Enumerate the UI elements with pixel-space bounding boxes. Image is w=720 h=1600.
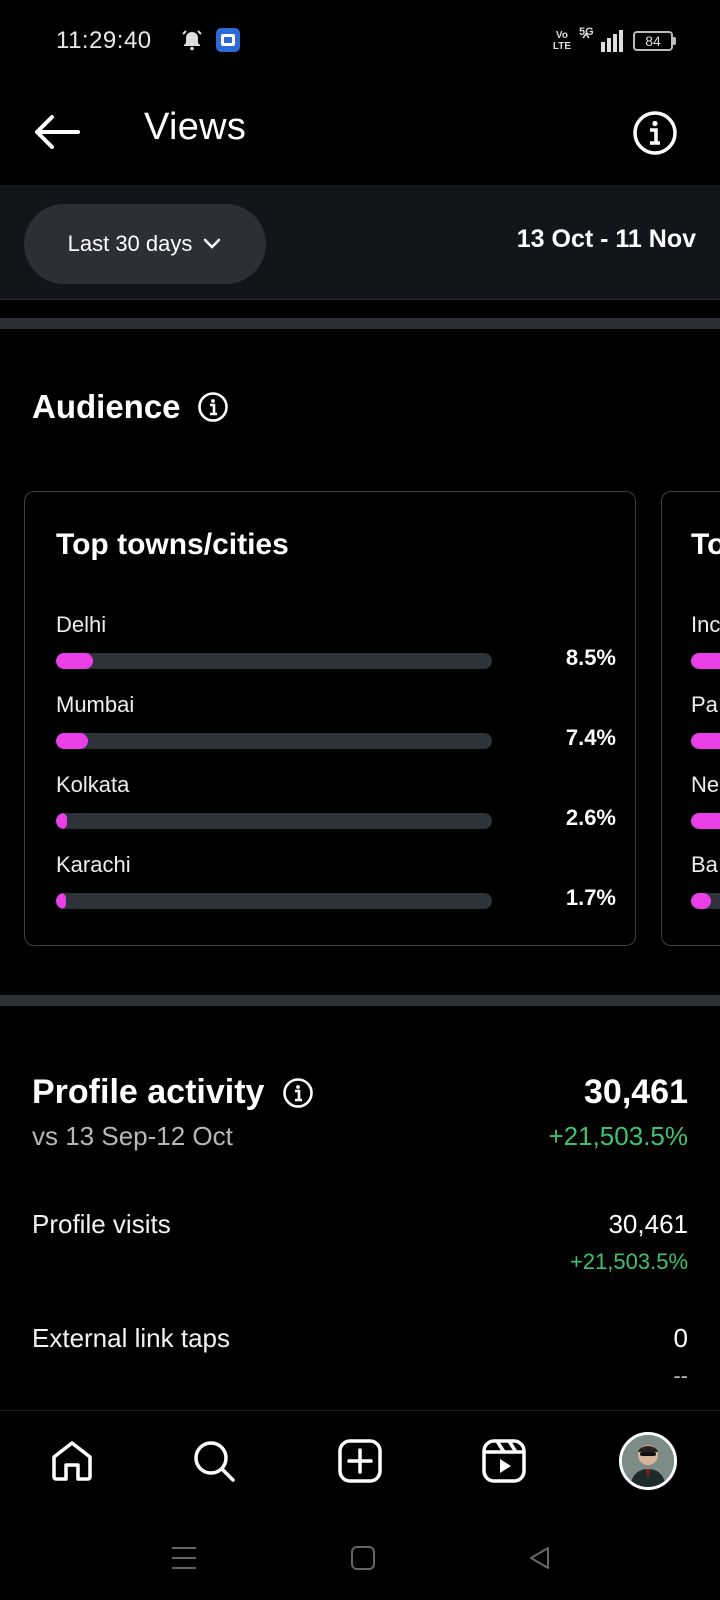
status-bar: 11:29:40 Vo LTE 5G bbox=[0, 0, 720, 80]
arrow-left-icon bbox=[35, 115, 80, 149]
country-name: Pa bbox=[691, 692, 718, 717]
country-bar-track bbox=[691, 653, 720, 669]
signal-icon: 5G bbox=[579, 26, 625, 54]
triangle-back-icon bbox=[530, 1547, 549, 1569]
section-divider bbox=[0, 318, 720, 329]
nav-search[interactable] bbox=[182, 1429, 246, 1493]
metric-value-external-link-taps: 0 bbox=[673, 1323, 688, 1353]
app-notification-icon bbox=[216, 28, 240, 52]
system-navigation-bar bbox=[0, 1518, 720, 1600]
city-row: Mumbai 7.4% bbox=[56, 692, 616, 772]
audience-heading: Audience bbox=[32, 388, 229, 426]
date-range-bar: Last 30 days 13 Oct - 11 Nov bbox=[0, 185, 720, 300]
metric-change-external-link-taps: -- bbox=[673, 1363, 688, 1388]
city-percent: 7.4% bbox=[565, 725, 616, 750]
nav-profile[interactable] bbox=[616, 1429, 680, 1493]
city-bar-fill bbox=[56, 733, 89, 749]
country-bar-fill bbox=[691, 653, 720, 669]
date-range-dropdown[interactable]: Last 30 days bbox=[24, 204, 266, 284]
comparison-period: vs 13 Sep-12 Oct bbox=[32, 1121, 233, 1151]
city-percent: 1.7% bbox=[565, 885, 616, 910]
status-indicators: Vo LTE 5G 84 bbox=[553, 26, 676, 56]
country-bar-fill bbox=[691, 733, 720, 749]
metric-label-external-link-taps: External link taps bbox=[32, 1323, 230, 1353]
city-row: Delhi 8.5% bbox=[56, 612, 616, 692]
profile-avatar bbox=[619, 1432, 677, 1490]
card-title: Top towns/cities bbox=[56, 528, 289, 561]
metric-value-profile-visits: 30,461 bbox=[608, 1209, 688, 1239]
recent-apps-button[interactable] bbox=[164, 1538, 204, 1578]
city-bar-track bbox=[56, 733, 492, 749]
city-bar-fill bbox=[56, 893, 66, 909]
city-row: Karachi 1.7% bbox=[56, 852, 616, 932]
city-row: Kolkata 2.6% bbox=[56, 772, 616, 852]
info-circle-icon[interactable] bbox=[282, 1077, 314, 1109]
battery-icon: 84 bbox=[633, 31, 676, 51]
date-range-label: Last 30 days bbox=[67, 231, 193, 256]
metric-label-profile-visits: Profile visits bbox=[32, 1209, 171, 1239]
create-icon bbox=[338, 1439, 382, 1483]
profile-activity-heading: Profile activity bbox=[32, 1073, 314, 1112]
country-name: Ne bbox=[691, 772, 720, 797]
back-button[interactable] bbox=[28, 104, 84, 160]
profile-activity-total: 30,461 bbox=[584, 1073, 688, 1111]
country-bar-fill bbox=[691, 893, 711, 909]
top-towns-card[interactable]: Top towns/cities Delhi 8.5% Mumbai 7.4% … bbox=[24, 491, 636, 946]
home-icon bbox=[52, 1441, 92, 1481]
country-bar-fill bbox=[691, 813, 720, 829]
status-time: 11:29:40 bbox=[56, 27, 152, 54]
back-system-button[interactable] bbox=[520, 1538, 560, 1578]
country-bar-track bbox=[691, 733, 720, 749]
battery-level: 84 bbox=[633, 31, 673, 51]
country-row: Ne bbox=[691, 772, 720, 852]
city-name: Karachi bbox=[56, 852, 131, 877]
profile-activity-change: +21,503.5% bbox=[548, 1121, 688, 1151]
city-bar-track bbox=[56, 813, 492, 829]
info-circle-icon[interactable] bbox=[197, 391, 229, 423]
country-bar-track bbox=[691, 893, 720, 909]
volte-indicator: Vo LTE bbox=[552, 30, 571, 52]
audience-title: Audience bbox=[32, 388, 181, 425]
square-icon bbox=[351, 1546, 375, 1570]
alarm-icon bbox=[182, 30, 202, 51]
city-bar-fill bbox=[56, 813, 68, 829]
search-icon bbox=[194, 1441, 235, 1482]
country-row: Inc bbox=[691, 612, 720, 692]
chevron-down-icon bbox=[204, 238, 221, 249]
section-divider bbox=[0, 995, 720, 1006]
reels-icon bbox=[482, 1439, 526, 1483]
nav-home[interactable] bbox=[40, 1429, 104, 1493]
metric-change-profile-visits: +21,503.5% bbox=[569, 1249, 688, 1274]
country-row: Pa bbox=[691, 692, 720, 772]
bottom-navigation bbox=[0, 1410, 720, 1518]
nav-create[interactable] bbox=[328, 1429, 392, 1493]
top-app-bar: Views bbox=[0, 80, 720, 185]
menu-icon bbox=[172, 1547, 196, 1569]
city-name: Delhi bbox=[56, 612, 107, 637]
country-name: Inc bbox=[691, 612, 720, 637]
page-title: Views bbox=[144, 106, 247, 148]
city-name: Kolkata bbox=[56, 772, 130, 797]
city-bar-fill bbox=[56, 653, 94, 669]
city-bar-track bbox=[56, 893, 492, 909]
card-title: To bbox=[691, 528, 720, 561]
city-percent: 2.6% bbox=[565, 805, 616, 830]
nav-reels[interactable] bbox=[472, 1429, 536, 1493]
country-name: Ba bbox=[691, 852, 718, 877]
top-countries-card[interactable]: To Inc Pa Ne Ba bbox=[661, 491, 720, 946]
country-row: Ba bbox=[691, 852, 720, 932]
profile-activity-title: Profile activity bbox=[32, 1073, 265, 1111]
info-button[interactable] bbox=[626, 104, 684, 162]
info-circle-icon bbox=[633, 111, 677, 155]
city-bar-track bbox=[56, 653, 492, 669]
city-name: Mumbai bbox=[56, 692, 135, 717]
home-system-button[interactable] bbox=[343, 1538, 383, 1578]
date-range-dates: 13 Oct - 11 Nov bbox=[516, 225, 696, 253]
country-bar-track bbox=[691, 813, 720, 829]
city-percent: 8.5% bbox=[565, 645, 616, 670]
